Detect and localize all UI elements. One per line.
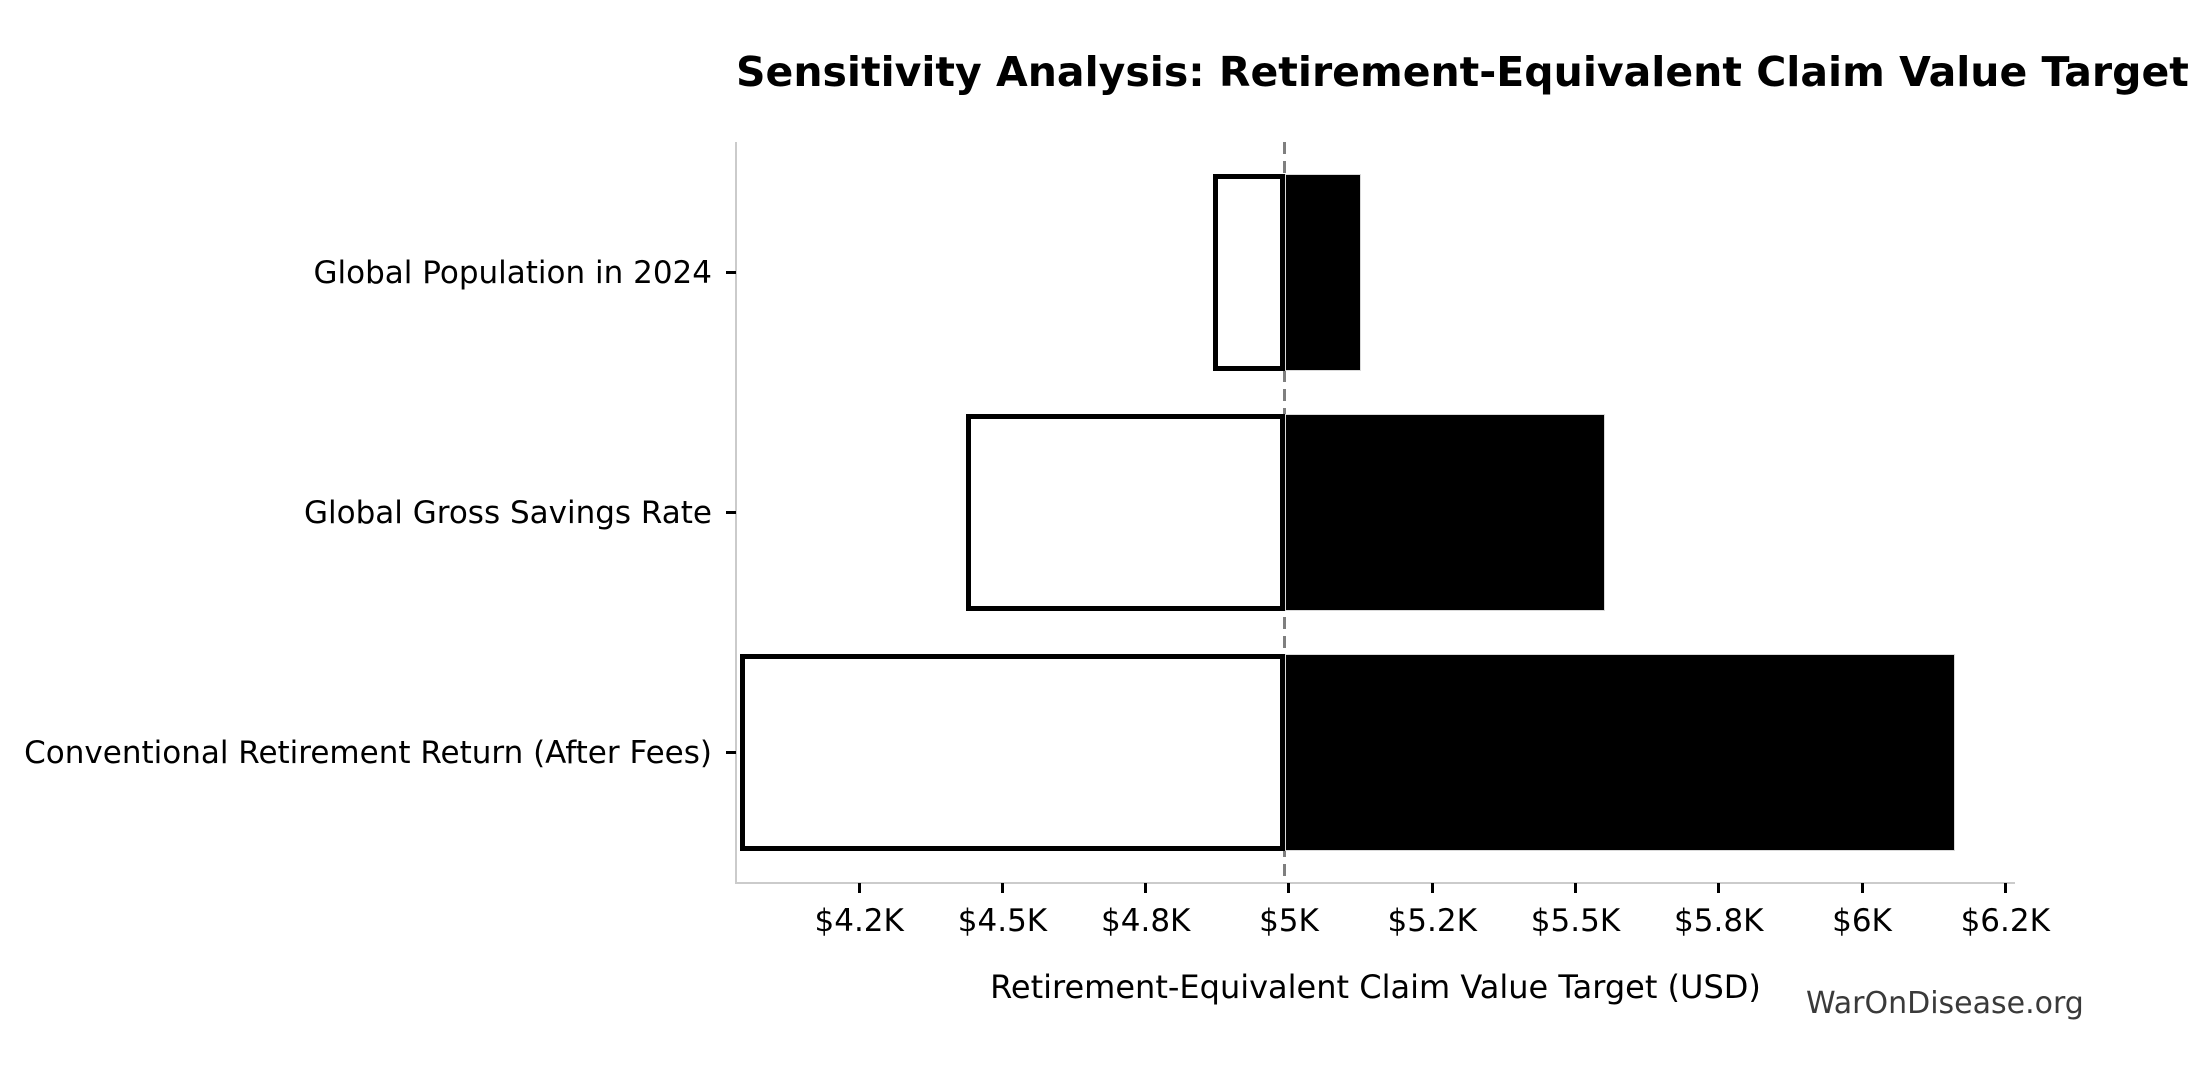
x-axis-tick <box>1144 883 1148 893</box>
y-axis-tick <box>726 751 736 754</box>
x-axis-tick-label: $5.5K <box>1530 903 1621 939</box>
y-axis-spine <box>735 142 737 884</box>
y-axis-category-label: Global Population in 2024 <box>313 254 712 291</box>
y-axis-tick <box>726 511 736 514</box>
x-axis-tick <box>1717 883 1721 893</box>
bar-high-segment <box>1284 414 1606 611</box>
x-axis-tick <box>1860 883 1864 893</box>
y-axis-category-label: Conventional Retirement Return (After Fe… <box>24 734 712 771</box>
bar-high-segment <box>1284 174 1362 371</box>
bar-low-segment <box>965 414 1285 611</box>
watermark: WarOnDisease.org <box>1806 986 2084 1021</box>
bar-high-segment <box>1284 654 1955 851</box>
y-axis-tick <box>726 271 736 274</box>
x-axis-tick-label: $5.2K <box>1387 903 1477 939</box>
x-axis-tick-label: $5.8K <box>1674 903 1764 939</box>
x-axis-tick <box>1573 883 1577 893</box>
x-axis-tick <box>1000 883 1004 893</box>
x-axis-spine <box>735 882 2015 884</box>
chart-title: Sensitivity Analysis: Retirement-Equival… <box>736 48 2189 96</box>
x-axis-tick-label: $6.2K <box>1960 903 2050 939</box>
y-axis-category-label: Global Gross Savings Rate <box>304 494 712 531</box>
bar-low-segment <box>740 654 1285 851</box>
bar-low-segment <box>1212 174 1285 371</box>
x-axis-tick <box>2003 883 2007 893</box>
x-axis-label: Retirement-Equivalent Claim Value Target… <box>990 968 1761 1006</box>
x-axis-tick-label: $4.2K <box>814 903 904 939</box>
x-axis-tick-label: $4.8K <box>1101 903 1191 939</box>
x-axis-tick <box>1287 883 1291 893</box>
x-axis-tick-label: $4.5K <box>957 903 1048 939</box>
x-axis-tick <box>857 883 861 893</box>
x-axis-tick <box>1430 883 1434 893</box>
x-axis-tick-label: $6K <box>1832 903 1892 939</box>
x-axis-tick-label: $5K <box>1259 903 1319 939</box>
